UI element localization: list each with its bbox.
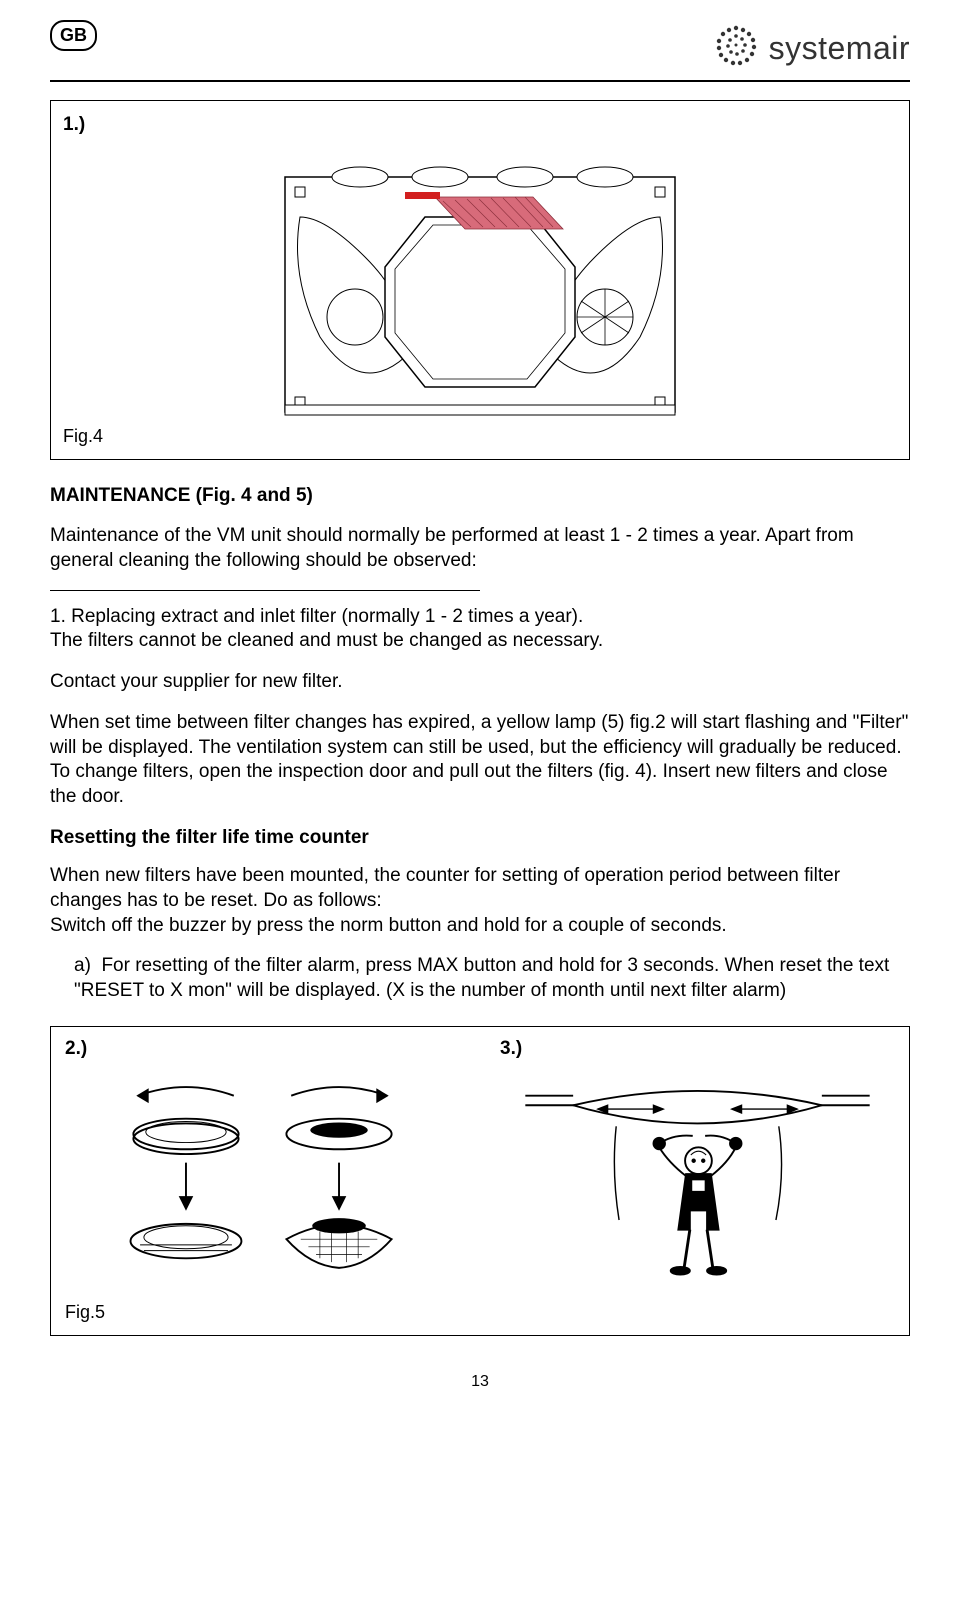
step-1: 1. Replacing extract and inlet filter (n… [50, 605, 910, 654]
brand-block: systemair [711, 20, 910, 78]
contact-supplier: Contact your supplier for new filter. [50, 670, 910, 695]
yellow-lamp-paragraph: When set time between filter changes has… [50, 711, 910, 810]
reset-switch: Switch off the buzzer by press the norm … [50, 915, 727, 936]
brand-logo-icon [711, 20, 761, 78]
page-number: 13 [50, 1372, 910, 1393]
reset-title: Resetting the filter life time counter [50, 826, 910, 851]
reset-intro: When new filters have been mounted, the … [50, 865, 840, 911]
step-1-line2: The filters cannot be cleaned and must b… [50, 630, 603, 651]
intro-underline [50, 590, 480, 591]
figure-5-box: 2.) [50, 1026, 910, 1336]
figure-4-box: 1.) [50, 100, 910, 460]
figure-5-panel-2: 2.) [65, 1037, 460, 1295]
maintenance-intro: Maintenance of the VM unit should normal… [50, 524, 910, 573]
figure-5-caption: Fig.5 [65, 1301, 105, 1324]
reset-step-a: a) For resetting of the filter alarm, pr… [74, 954, 910, 1003]
figure-5-label-3: 3.) [500, 1037, 895, 1062]
language-badge: GB [50, 20, 97, 51]
page-header: GB systemair [50, 20, 910, 78]
step-1-lead: 1. Replacing extract and inlet filter (n… [50, 606, 583, 627]
figure-4-caption: Fig.4 [63, 425, 103, 448]
maintenance-title: MAINTENANCE (Fig. 4 and 5) [50, 484, 910, 509]
figure-5-label-2: 2.) [65, 1037, 460, 1062]
device-diagram [63, 147, 897, 427]
brand-name: systemair [769, 28, 910, 70]
figure-5-panel-3: 3.) [500, 1037, 895, 1295]
figure-4-marker: 1.) [63, 113, 897, 138]
reset-paragraph: When new filters have been mounted, the … [50, 864, 910, 938]
header-rule [50, 80, 910, 82]
